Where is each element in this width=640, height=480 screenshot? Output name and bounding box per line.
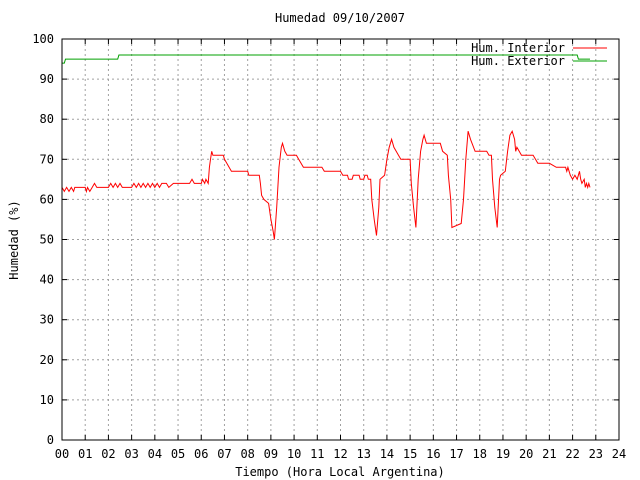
y-tick-label: 20 (40, 353, 54, 367)
plot-border (61, 38, 620, 441)
legend-label: Hum. Exterior (471, 54, 565, 68)
x-tick-label: 03 (124, 447, 138, 461)
y-tick-label: 50 (40, 233, 54, 247)
y-tick-label: 10 (40, 393, 54, 407)
x-tick-label: 02 (101, 447, 115, 461)
x-tick-label: 00 (55, 447, 69, 461)
x-tick-label: 01 (78, 447, 92, 461)
series-line-interior (61, 129, 591, 240)
y-tick-label: 80 (40, 112, 54, 126)
x-tick-label: 15 (403, 447, 417, 461)
x-tick-label: 09 (264, 447, 278, 461)
x-tick-label: 23 (589, 447, 603, 461)
x-axis-ticks: 00 01 02 03 04 05 06 07 08 09 10 11 12 13 14 15 16 17 18 19… (55, 39, 626, 461)
x-tick-label: 04 (148, 447, 162, 461)
y-tick-label: 40 (40, 273, 54, 287)
x-tick-label: 14 (380, 447, 394, 461)
x-tick-label: 20 (519, 447, 533, 461)
y-tick-label: 60 (40, 192, 54, 206)
x-tick-label: 24 (612, 447, 626, 461)
x-axis-label: Tiempo (Hora Local Argentina) (235, 465, 445, 479)
chart-title: Humedad 09/10/2007 (275, 11, 405, 25)
x-tick-label: 19 (496, 447, 510, 461)
x-tick-label: 12 (333, 447, 347, 461)
x-tick-label: 21 (542, 447, 556, 461)
series-line-exterior (62, 54, 590, 64)
series-lines (61, 54, 591, 240)
y-axis-ticks: 0 10 20 30 40 50 60 70 80 90 100 (32, 32, 619, 447)
x-tick-label: 08 (240, 447, 254, 461)
grid-lines (62, 39, 619, 440)
x-tick-label: 22 (565, 447, 579, 461)
x-tick-label: 18 (473, 447, 487, 461)
y-tick-label: 0 (47, 433, 54, 447)
y-tick-label: 90 (40, 72, 54, 86)
x-tick-label: 16 (426, 447, 440, 461)
x-tick-label: 06 (194, 447, 208, 461)
y-tick-label: 70 (40, 152, 54, 166)
x-tick-label: 17 (449, 447, 463, 461)
x-tick-label: 13 (356, 447, 370, 461)
x-tick-label: 10 (287, 447, 301, 461)
legend-label: Hum. Interior (471, 41, 565, 55)
y-tick-label: 30 (40, 313, 54, 327)
x-tick-label: 07 (217, 447, 231, 461)
x-tick-label: 11 (310, 447, 324, 461)
y-tick-label: 100 (32, 32, 54, 46)
x-tick-label: 05 (171, 447, 185, 461)
y-axis-label: Humedad (%) (7, 200, 21, 279)
